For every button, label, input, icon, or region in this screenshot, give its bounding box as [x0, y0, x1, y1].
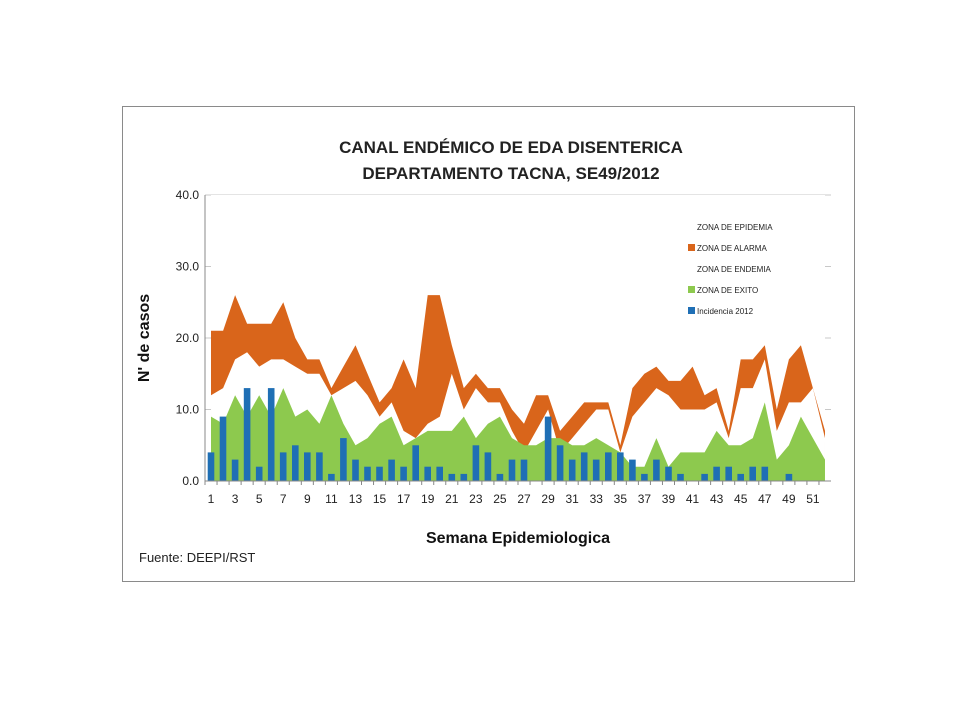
x-tick-label: 15	[373, 492, 387, 506]
legend-label-endemia: ZONA DE ENDEMIA	[697, 265, 771, 274]
bar-week-17	[400, 466, 407, 481]
x-tick-label: 11	[325, 492, 338, 506]
bar-week-47	[761, 466, 769, 481]
legend-swatch-epidemia	[688, 223, 695, 230]
bar-week-37	[641, 473, 648, 481]
bar-week-35	[617, 452, 624, 481]
x-tick-label: 35	[614, 492, 628, 506]
x-tick-label: 5	[256, 492, 263, 506]
area-exito	[211, 388, 825, 481]
y-tick-label: 10.0	[176, 403, 200, 417]
plot-area: 0.010.020.030.040.01 3 5 7 9 11 13 15 17 19 21 23 25…	[176, 188, 831, 506]
x-tick-label: 9	[304, 492, 311, 506]
x-tick-label: 39	[662, 492, 676, 506]
legend-swatch-alarma	[688, 244, 695, 251]
x-tick-label: 41	[686, 492, 700, 506]
x-tick-label: 33	[590, 492, 604, 506]
chart-frame: CANAL ENDÉMICO DE EDA DISENTERICA DEPART…	[122, 106, 855, 582]
chart: CANAL ENDÉMICO DE EDA DISENTERICA DEPART…	[136, 138, 831, 565]
legend-label-epidemia: ZONA DE EPIDEMIA	[697, 223, 773, 232]
bar-week-34	[605, 452, 612, 481]
bar-week-22	[460, 473, 468, 481]
y-tick-label: 0.0	[182, 474, 199, 488]
bar-week-7	[279, 452, 287, 481]
legend: ZONA DE EPIDEMIA ZONA DE ALARMA ZONA DE EN…	[688, 223, 773, 316]
bar-week-9	[304, 452, 311, 481]
bar-week-32	[580, 452, 588, 481]
bar-week-39	[665, 466, 672, 481]
bar-week-3	[231, 459, 239, 481]
x-tick-label: 21	[445, 492, 459, 506]
bar-week-20	[436, 466, 443, 481]
x-tick-label: 19	[421, 492, 435, 506]
x-tick-label: 13	[349, 492, 363, 506]
legend-label-exito: ZONA DE EXITO	[697, 286, 758, 295]
x-tick-label: 1	[208, 492, 215, 506]
bar-week-24	[484, 452, 492, 481]
x-tick-label: 17	[397, 492, 411, 506]
bar-week-14	[364, 466, 371, 481]
x-tick-label: 25	[493, 492, 507, 506]
x-tick-label: 37	[638, 492, 652, 506]
x-tick-label: 31	[565, 492, 579, 506]
bar-week-42	[701, 473, 708, 481]
bar-week-18	[412, 445, 419, 482]
x-tick-label: 27	[517, 492, 531, 506]
bar-week-10	[316, 452, 323, 481]
bar-week-30	[556, 445, 564, 482]
x-axis-title: Semana Epidemiologica	[426, 530, 610, 547]
legend-label-alarma: ZONA DE ALARMA	[697, 244, 767, 253]
x-tick-label: 49	[782, 492, 796, 506]
bar-week-16	[388, 459, 395, 481]
bar-week-12	[340, 438, 347, 481]
bar-week-21	[448, 473, 456, 481]
x-tick-label: 51	[806, 492, 820, 506]
bar-week-43	[713, 466, 720, 481]
x-tick-label: 29	[541, 492, 555, 506]
legend-label-incidencia: Incidencia 2012	[697, 307, 754, 316]
bar-week-45	[737, 473, 744, 481]
bar-week-19	[424, 466, 431, 481]
legend-swatch-endemia	[688, 265, 695, 272]
bar-week-38	[653, 459, 660, 481]
bar-week-5	[255, 466, 263, 481]
bar-week-8	[292, 445, 299, 482]
x-tick-label: 43	[710, 492, 724, 506]
bar-week-2	[219, 416, 227, 481]
source-note: Fuente: DEEPI/RST	[139, 550, 255, 565]
bar-week-33	[592, 459, 600, 481]
bar-week-11	[328, 473, 335, 481]
bar-week-25	[496, 473, 504, 481]
bar-week-15	[376, 466, 383, 481]
bar-week-36	[629, 459, 636, 481]
x-tick-label: 3	[232, 492, 239, 506]
bar-week-27	[520, 459, 528, 481]
bar-week-40	[677, 473, 684, 481]
bar-week-23	[472, 445, 480, 482]
bar-week-26	[508, 459, 516, 481]
bar-week-13	[352, 459, 359, 481]
x-tick-label: 7	[280, 492, 287, 506]
y-tick-label: 20.0	[176, 331, 200, 345]
bar-week-4	[243, 388, 251, 481]
chart-title-line-2: DEPARTAMENTO TACNA, SE49/2012	[362, 164, 659, 183]
bar-week-29	[544, 416, 552, 481]
bar-week-44	[725, 466, 732, 481]
bar-week-49	[785, 473, 793, 481]
legend-swatch-exito	[688, 286, 695, 293]
legend-swatch-incidencia	[688, 307, 695, 314]
bar-week-1	[207, 452, 215, 481]
chart-title-line-1: CANAL ENDÉMICO DE EDA DISENTERICA	[339, 138, 683, 157]
y-tick-label: 30.0	[176, 260, 200, 274]
y-axis-title: N' de casos	[136, 294, 153, 382]
x-tick-label: 47	[758, 492, 772, 506]
bar-week-6	[267, 388, 275, 481]
x-tick-label: 23	[469, 492, 483, 506]
x-tick-label: 45	[734, 492, 748, 506]
bar-week-31	[568, 459, 576, 481]
y-tick-label: 40.0	[176, 188, 200, 202]
bar-week-46	[749, 466, 756, 481]
